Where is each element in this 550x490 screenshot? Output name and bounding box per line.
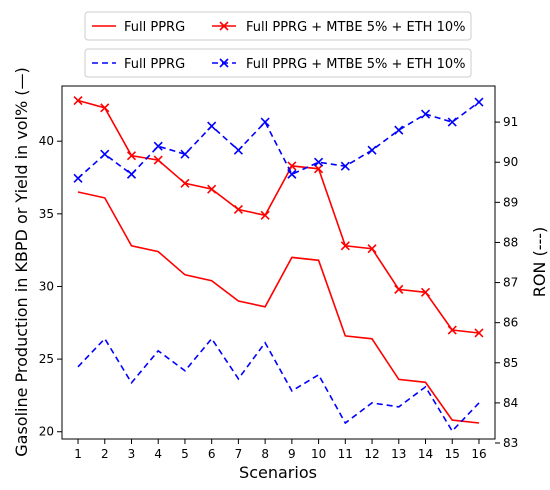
x-tick-label: 7 bbox=[235, 447, 243, 461]
right-tick-label: 91 bbox=[503, 115, 518, 129]
right-tick-label: 89 bbox=[503, 195, 518, 209]
right-tick-label: 88 bbox=[503, 235, 518, 249]
series-4-point bbox=[100, 149, 110, 159]
series-4-point bbox=[394, 125, 404, 135]
legend-bottom-marker-2 bbox=[219, 58, 229, 68]
right-tick-label: 84 bbox=[503, 396, 518, 410]
right-tick-label: 83 bbox=[503, 436, 518, 450]
legend-top-label-1: Full PPRG bbox=[124, 20, 185, 35]
series-2-point bbox=[126, 151, 137, 161]
x-axis-label: Scenarios bbox=[239, 463, 317, 482]
series-2-point bbox=[180, 178, 190, 188]
series-4-point bbox=[207, 121, 217, 131]
x-tick-label: 5 bbox=[181, 447, 189, 461]
series-2-point bbox=[394, 284, 404, 294]
series-2-point bbox=[260, 210, 270, 220]
series-layer bbox=[73, 95, 484, 433]
legend-top: Full PPRG Full PPRG + MTBE 5% + ETH 10% bbox=[84, 11, 472, 41]
right-tick-label: 85 bbox=[503, 356, 518, 370]
x-tick-label: 12 bbox=[364, 447, 379, 461]
series-4-point bbox=[420, 109, 431, 119]
series-4-point bbox=[180, 149, 190, 159]
series-2-point bbox=[207, 184, 217, 194]
x-tick-label: 11 bbox=[338, 447, 353, 461]
left-tick-label: 20 bbox=[39, 425, 54, 439]
series-4-point bbox=[314, 157, 324, 167]
x-tick-label: 8 bbox=[261, 447, 269, 461]
x-axis: 1 2 3 4 5 6 7 8 9 10 11 12 13 14 15 16 bbox=[74, 439, 487, 461]
series-2-point bbox=[100, 103, 110, 113]
legend-top-marker-2 bbox=[219, 21, 229, 31]
left-tick-label: 30 bbox=[39, 279, 54, 293]
series-4-point bbox=[260, 117, 270, 127]
x-tick-label: 15 bbox=[445, 447, 460, 461]
series-4-point bbox=[340, 161, 350, 171]
right-y-axis-label: RON (---) bbox=[530, 227, 549, 298]
x-tick-label: 9 bbox=[288, 447, 296, 461]
series-2-point bbox=[73, 95, 83, 106]
left-y-axis-label: Gasoline Production in KBPD or Yield in … bbox=[12, 67, 31, 456]
series-4-point bbox=[73, 173, 83, 183]
plot-area bbox=[61, 85, 496, 440]
x-tick-label: 13 bbox=[391, 447, 406, 461]
left-tick-label: 25 bbox=[39, 352, 54, 366]
legend-bottom-label-2: Full PPRG + MTBE 5% + ETH 10% bbox=[246, 57, 465, 72]
series-line-2 bbox=[77, 99, 480, 334]
legend-bottom: Full PPRG Full PPRG + MTBE 5% + ETH 10% bbox=[84, 48, 472, 78]
x-tick-label: 10 bbox=[311, 447, 326, 461]
x-tick-label: 1 bbox=[74, 447, 82, 461]
series-4-point bbox=[153, 141, 163, 151]
series-2-point bbox=[233, 204, 243, 215]
series-2-point bbox=[447, 325, 457, 335]
series-2-point bbox=[420, 287, 431, 297]
series-4-point bbox=[447, 117, 457, 127]
series-4-point bbox=[287, 169, 297, 179]
series-line-1 bbox=[77, 191, 480, 424]
x-tick-label: 2 bbox=[101, 447, 109, 461]
series-2-point bbox=[153, 155, 163, 165]
legend-bottom-label-1: Full PPRG bbox=[124, 57, 185, 72]
x-tick-label: 6 bbox=[208, 447, 216, 461]
x-tick-label: 14 bbox=[418, 447, 433, 461]
x-tick-label: 4 bbox=[154, 447, 162, 461]
x-tick-label: 3 bbox=[128, 447, 136, 461]
series-2-point bbox=[367, 244, 377, 254]
left-tick-label: 40 bbox=[39, 134, 54, 148]
left-y-axis: 20 25 30 35 40 bbox=[39, 134, 62, 439]
right-tick-label: 87 bbox=[503, 276, 518, 290]
series-4-point bbox=[367, 145, 377, 155]
series-4-point bbox=[233, 145, 243, 155]
left-tick-label: 35 bbox=[39, 207, 54, 221]
series-4-point bbox=[126, 169, 137, 179]
right-tick-label: 86 bbox=[503, 316, 518, 330]
right-y-axis: 83 84 85 86 87 88 89 90 91 bbox=[495, 115, 518, 450]
x-tick-label: 16 bbox=[471, 447, 486, 461]
series-2-point bbox=[314, 164, 324, 174]
series-2-point bbox=[474, 328, 484, 338]
series-4-point bbox=[474, 97, 484, 107]
right-tick-label: 90 bbox=[503, 155, 518, 169]
legend-top-label-2: Full PPRG + MTBE 5% + ETH 10% bbox=[246, 20, 465, 35]
series-2-point bbox=[340, 241, 350, 251]
series-line-3 bbox=[77, 337, 480, 433]
series-line-4 bbox=[77, 101, 480, 179]
